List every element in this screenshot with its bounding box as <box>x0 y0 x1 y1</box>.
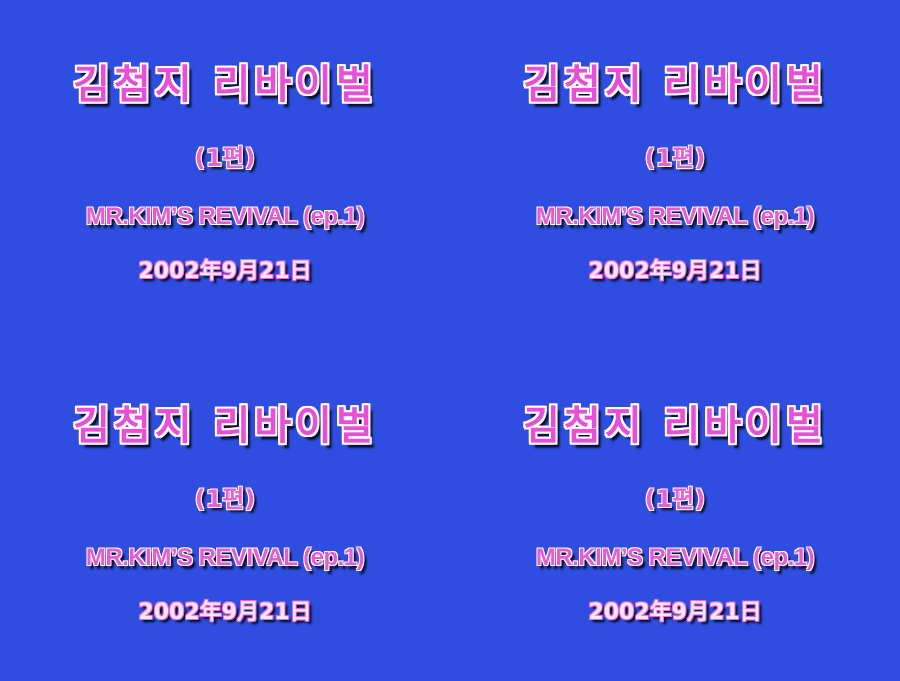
korean-title: 김첨지 리바이벌 <box>523 62 827 108</box>
korean-title: 김첨지 리바이벌 <box>523 403 827 449</box>
english-title: MR.KIM’S REVIVAL (ep.1) <box>85 203 365 230</box>
english-title: MR.KIM’S REVIVAL (ep.1) <box>85 544 365 571</box>
english-title: MR.KIM’S REVIVAL (ep.1) <box>535 544 815 571</box>
episode-label: (1편) <box>194 144 256 172</box>
air-date: 2002年9月21日 <box>138 600 312 625</box>
english-title: MR.KIM’S REVIVAL (ep.1) <box>535 203 815 230</box>
episode-label: (1편) <box>644 485 706 513</box>
title-card-panel-bottom-right: 김첨지 리바이벌 (1편) MR.KIM’S REVIVAL (ep.1) 20… <box>450 341 900 681</box>
air-date: 2002年9月21日 <box>138 259 312 284</box>
air-date: 2002年9月21日 <box>588 259 762 284</box>
title-card-panel-bottom-left: 김첨지 리바이벌 (1편) MR.KIM’S REVIVAL (ep.1) 20… <box>0 341 450 681</box>
korean-title: 김첨지 리바이벌 <box>73 62 377 108</box>
title-card-panel-top-left: 김첨지 리바이벌 (1편) MR.KIM’S REVIVAL (ep.1) 20… <box>0 0 450 340</box>
episode-label: (1편) <box>194 485 256 513</box>
air-date: 2002年9月21日 <box>588 600 762 625</box>
korean-title: 김첨지 리바이벌 <box>73 403 377 449</box>
title-card-panel-top-right: 김첨지 리바이벌 (1편) MR.KIM’S REVIVAL (ep.1) 20… <box>450 0 900 340</box>
episode-label: (1편) <box>644 144 706 172</box>
